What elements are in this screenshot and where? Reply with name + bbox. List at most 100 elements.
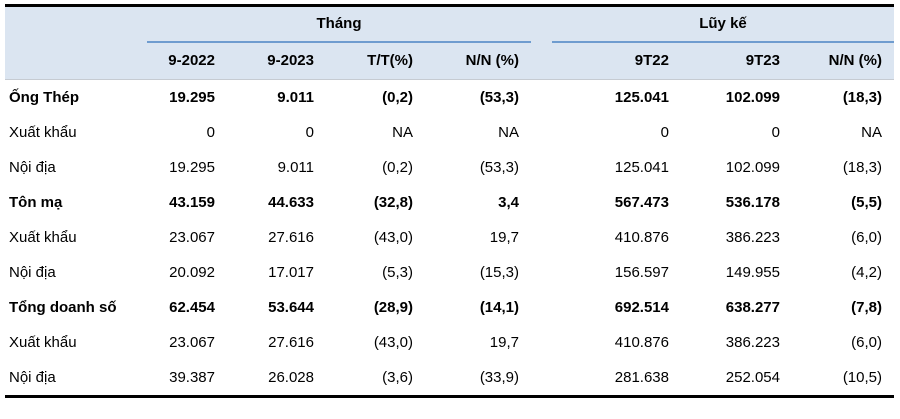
month-column-header-1: 9-2023 bbox=[227, 42, 326, 80]
cell-cumulative-value: (5,5) bbox=[851, 194, 882, 211]
month-column-header-3: N/N (%) bbox=[425, 42, 531, 80]
cell-month-value: (28,9) bbox=[373, 299, 413, 316]
row-label: Ống Thép bbox=[9, 89, 79, 106]
row-label: Nội địa bbox=[9, 264, 56, 281]
cell-month-value: (15,3) bbox=[479, 264, 519, 281]
column-gap bbox=[531, 7, 552, 42]
column-gap bbox=[531, 360, 552, 395]
cell-month-value: (33,9) bbox=[479, 369, 519, 386]
cell-month-value: 44.633 bbox=[268, 194, 314, 211]
cell-month-value: NA bbox=[392, 124, 413, 141]
cumulative-column-header-0: 9T22 bbox=[552, 42, 681, 80]
cell-cumulative-value: 692.514 bbox=[614, 299, 669, 316]
detail-row: Xuất khẩu 23.067 27.616 (43,0) 19,7 410.876 38… bbox=[5, 220, 894, 255]
cell-cumulative-value: NA bbox=[861, 124, 882, 141]
cell-month-value: 27.616 bbox=[268, 334, 314, 351]
column-gap bbox=[531, 115, 552, 150]
cell-month-value: (53,3) bbox=[479, 159, 519, 176]
row-label: Xuất khẩu bbox=[9, 334, 77, 351]
cell-month-value: 23.067 bbox=[169, 229, 215, 246]
cell-month-value: 20.092 bbox=[169, 264, 215, 281]
cell-month-value: 3,4 bbox=[498, 194, 519, 211]
cell-cumulative-value: 252.054 bbox=[725, 369, 780, 386]
cell-month-value: 27.616 bbox=[268, 229, 314, 246]
cell-month-value: (53,3) bbox=[479, 89, 519, 106]
column-gap bbox=[531, 255, 552, 290]
cell-cumulative-value: (18,3) bbox=[842, 89, 882, 106]
row-label: Nội địa bbox=[9, 369, 56, 386]
cell-cumulative-value: 0 bbox=[771, 124, 780, 141]
cell-cumulative-value: 386.223 bbox=[725, 334, 780, 351]
cell-month-value: 43.159 bbox=[169, 194, 215, 211]
cumulative-column-header-2: N/N (%) bbox=[792, 42, 894, 80]
cell-cumulative-value: (6,0) bbox=[851, 334, 882, 351]
group-header-row: Tháng Lũy kế bbox=[5, 7, 894, 43]
column-gap bbox=[531, 290, 552, 325]
data-table: Tháng Lũy kế 9-2022 9-2023 T/T(%) N/N (%) 9T… bbox=[5, 7, 894, 395]
cell-cumulative-value: (6,0) bbox=[851, 229, 882, 246]
detail-row: Nội địa 19.295 9.011 (0,2) (53,3) 125.041 102.… bbox=[5, 150, 894, 185]
section-row: Tổng doanh số 62.454 53.644 (28,9) (14,1) 692… bbox=[5, 290, 894, 325]
cell-month-value: (3,6) bbox=[382, 369, 413, 386]
cell-month-value: 9.011 bbox=[277, 159, 314, 176]
column-gap bbox=[531, 325, 552, 360]
group-header-month: Tháng bbox=[147, 7, 531, 43]
cell-cumulative-value: 156.597 bbox=[614, 264, 669, 281]
detail-row: Nội địa 20.092 17.017 (5,3) (15,3) 156.597 149… bbox=[5, 255, 894, 290]
cell-month-value: NA bbox=[498, 124, 519, 141]
cell-month-value: 26.028 bbox=[268, 369, 314, 386]
cell-cumulative-value: 638.277 bbox=[725, 299, 780, 316]
month-column-header-0: 9-2022 bbox=[147, 42, 227, 80]
cell-cumulative-value: 0 bbox=[660, 124, 669, 141]
cell-cumulative-value: 567.473 bbox=[614, 194, 669, 211]
label-column-header bbox=[5, 42, 147, 80]
cell-month-value: (32,8) bbox=[373, 194, 413, 211]
table-body: Ống Thép 19.295 9.011 (0,2) (53,3) 125.041 102… bbox=[5, 80, 894, 396]
cell-cumulative-value: (18,3) bbox=[842, 159, 882, 176]
cell-cumulative-value: 281.638 bbox=[614, 369, 669, 386]
column-header-row: 9-2022 9-2023 T/T(%) N/N (%) 9T22 9T23 N/N (%) bbox=[5, 42, 894, 80]
cell-cumulative-value: 386.223 bbox=[725, 229, 780, 246]
cell-cumulative-value: 536.178 bbox=[725, 194, 780, 211]
cell-cumulative-value: 149.955 bbox=[725, 264, 780, 281]
group-header-cumulative: Lũy kế bbox=[552, 7, 894, 43]
row-label: Xuất khẩu bbox=[9, 229, 77, 246]
cell-cumulative-value: (4,2) bbox=[851, 264, 882, 281]
row-label: Tổng doanh số bbox=[9, 299, 117, 316]
table-header: Tháng Lũy kế 9-2022 9-2023 T/T(%) N/N (%) 9T… bbox=[5, 7, 894, 80]
cell-month-value: 17.017 bbox=[268, 264, 314, 281]
cell-month-value: 62.454 bbox=[169, 299, 215, 316]
cumulative-column-header-1: 9T23 bbox=[681, 42, 792, 80]
cell-cumulative-value: 125.041 bbox=[614, 159, 669, 176]
cell-month-value: (43,0) bbox=[373, 334, 413, 351]
column-gap bbox=[531, 42, 552, 80]
cell-month-value: 53.644 bbox=[268, 299, 314, 316]
section-row: Tôn mạ 43.159 44.633 (32,8) 3,4 567.473 536.17… bbox=[5, 185, 894, 220]
cell-month-value: (43,0) bbox=[373, 229, 413, 246]
cell-cumulative-value: (10,5) bbox=[842, 369, 882, 386]
cell-month-value: (0,2) bbox=[382, 89, 413, 106]
corner-cell bbox=[5, 7, 147, 42]
section-row: Ống Thép 19.295 9.011 (0,2) (53,3) 125.041 102… bbox=[5, 80, 894, 116]
cell-month-value: (0,2) bbox=[382, 159, 413, 176]
cell-month-value: (5,3) bbox=[382, 264, 413, 281]
cell-cumulative-value: (7,8) bbox=[851, 299, 882, 316]
cell-month-value: 19,7 bbox=[489, 334, 519, 351]
cell-cumulative-value: 102.099 bbox=[725, 159, 780, 176]
row-label: Xuất khẩu bbox=[9, 124, 77, 141]
detail-row: Xuất khẩu 23.067 27.616 (43,0) 19,7 410.876 38… bbox=[5, 325, 894, 360]
cell-month-value: 19.295 bbox=[169, 159, 215, 176]
cell-month-value: 19.295 bbox=[169, 89, 215, 106]
row-label: Tôn mạ bbox=[9, 194, 63, 211]
column-gap bbox=[531, 220, 552, 255]
cell-month-value: 39.387 bbox=[169, 369, 215, 386]
cell-month-value: 23.067 bbox=[169, 334, 215, 351]
cell-month-value: 19,7 bbox=[489, 229, 519, 246]
cell-cumulative-value: 102.099 bbox=[725, 89, 780, 106]
sales-report-table: Tháng Lũy kế 9-2022 9-2023 T/T(%) N/N (%) 9T… bbox=[5, 4, 894, 398]
cell-month-value: 0 bbox=[206, 124, 215, 141]
column-gap bbox=[531, 80, 552, 116]
cell-month-value: (14,1) bbox=[479, 299, 519, 316]
cell-cumulative-value: 410.876 bbox=[614, 334, 669, 351]
detail-row: Nội địa 39.387 26.028 (3,6) (33,9) 281.638 252… bbox=[5, 360, 894, 395]
